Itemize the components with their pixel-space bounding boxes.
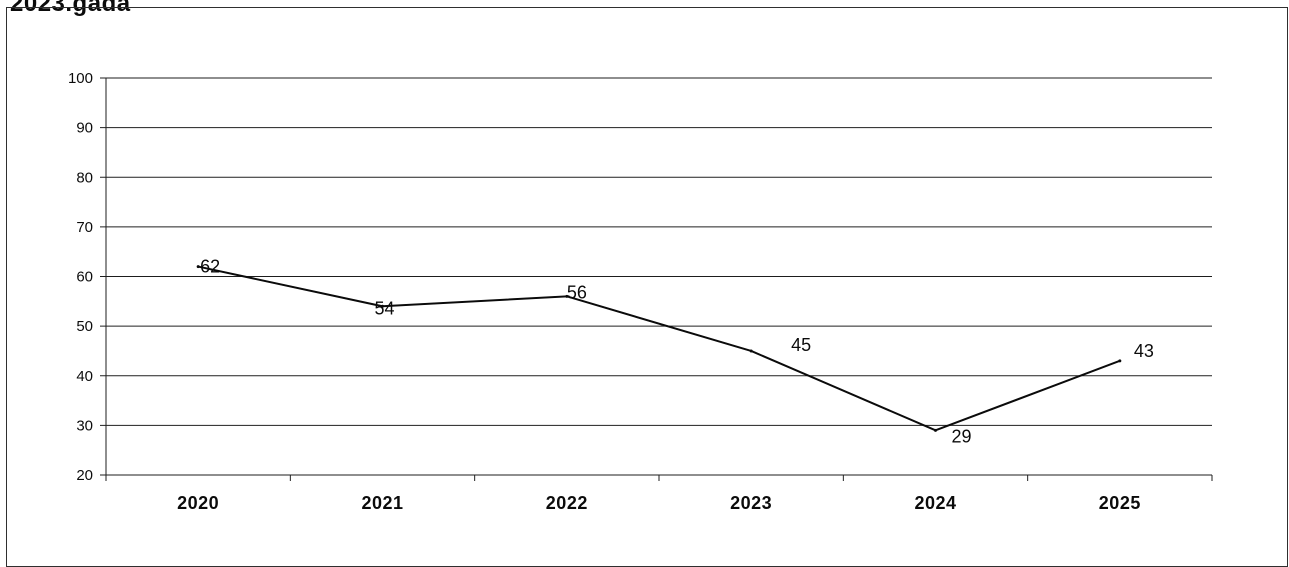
data-label-2022: 56 xyxy=(567,282,587,302)
y-tick-label-70: 70 xyxy=(76,219,93,236)
data-point-2024 xyxy=(934,428,937,432)
y-tick-label-20: 20 xyxy=(76,467,93,484)
x-axis-ticks: 2020 2021 2022 2023 2024 2025 xyxy=(105,475,1213,513)
data-labels: 62 54 56 45 29 43 xyxy=(200,257,1154,447)
y-tick-label-30: 30 xyxy=(76,417,93,434)
y-tick-label-90: 90 xyxy=(76,120,93,137)
data-label-2020: 62 xyxy=(200,257,220,277)
y-tick-label-40: 40 xyxy=(76,368,93,385)
data-label-2021: 54 xyxy=(375,298,395,318)
series-group xyxy=(196,265,1122,432)
line-chart: 20 30 40 50 60 70 80 90 100 2020 2021 2022 2023 2024… xyxy=(68,70,1213,513)
x-tick-label-2024: 2024 xyxy=(914,493,956,513)
y-tick-label-50: 50 xyxy=(76,318,93,335)
x-tick-label-2025: 2025 xyxy=(1099,493,1141,513)
x-tick-label-2020: 2020 xyxy=(177,493,219,513)
x-tick-label-2022: 2022 xyxy=(546,493,588,513)
y-tick-label-60: 60 xyxy=(76,269,93,286)
data-label-2023: 45 xyxy=(791,335,811,355)
y-axis-ticks: 20 30 40 50 60 70 80 90 100 xyxy=(68,70,106,484)
gridlines xyxy=(106,77,1212,476)
data-point-2025 xyxy=(1118,359,1122,363)
data-label-2025: 43 xyxy=(1134,341,1154,361)
x-tick-label-2023: 2023 xyxy=(730,493,772,513)
data-point-2022 xyxy=(565,294,569,298)
y-tick-label-100: 100 xyxy=(68,70,93,87)
page-heading: 2023.gadā xyxy=(10,0,131,17)
data-label-2024: 29 xyxy=(952,426,972,446)
data-point-2023 xyxy=(749,349,753,353)
x-tick-label-2021: 2021 xyxy=(361,493,403,513)
data-point-2021 xyxy=(381,304,384,308)
series-line-0 xyxy=(197,265,1121,432)
data-point-2020 xyxy=(196,265,200,269)
y-tick-label-80: 80 xyxy=(76,169,93,186)
